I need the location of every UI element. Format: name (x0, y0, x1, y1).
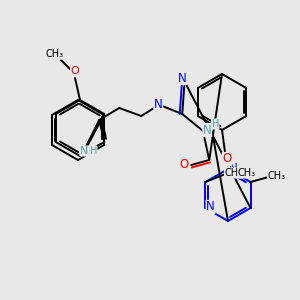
Text: N: N (178, 71, 187, 85)
Text: O: O (70, 66, 80, 76)
Text: O: O (180, 158, 189, 172)
Text: O: O (222, 152, 232, 166)
Text: CH₃: CH₃ (224, 168, 242, 178)
Text: N: N (80, 146, 88, 156)
Text: H: H (212, 119, 219, 129)
Text: N: N (154, 98, 163, 112)
Text: N: N (229, 161, 237, 175)
Text: CH₃: CH₃ (46, 49, 64, 59)
Text: CH₃: CH₃ (238, 168, 256, 178)
Text: CH₃: CH₃ (268, 171, 286, 181)
Text: N: N (203, 124, 212, 136)
Text: N: N (206, 200, 215, 214)
Text: H: H (90, 146, 97, 156)
